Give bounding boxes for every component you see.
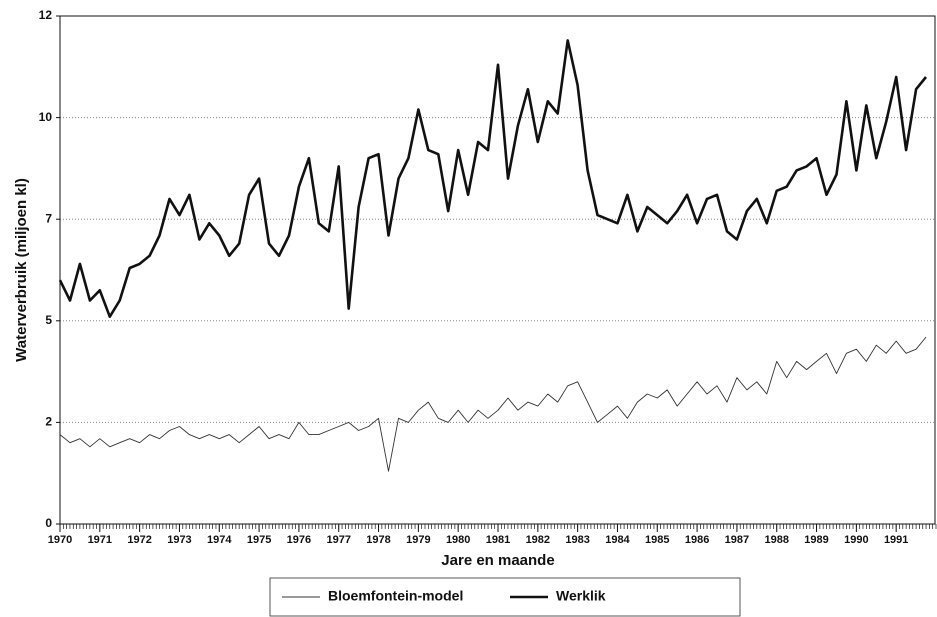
x-tick-label: 1984 (605, 534, 630, 546)
x-tick-label: 1979 (406, 534, 430, 546)
x-tick-label: 1982 (526, 534, 550, 546)
x-tick-label: 1971 (88, 534, 112, 546)
legend-label: Werklik (556, 588, 606, 604)
x-tick-label: 1980 (446, 534, 470, 546)
x-tick-label: 1972 (127, 534, 151, 546)
y-tick-label: 2 (45, 415, 52, 429)
x-tick-label: 1988 (764, 534, 788, 546)
y-tick-label: 5 (45, 313, 52, 327)
x-tick-label: 1975 (247, 534, 271, 546)
data-line (59, 336, 927, 472)
x-tick-label: 1976 (287, 534, 311, 546)
x-tick-label: 1989 (804, 534, 828, 546)
plot-frame (59, 15, 936, 525)
y-tick-label: 10 (39, 110, 53, 124)
x-tick-label: 1983 (565, 534, 589, 546)
y-tick-label: 7 (45, 211, 52, 225)
x-tick-label: 1985 (645, 534, 669, 546)
legend-box (269, 577, 741, 617)
y-tick-label: 0 (45, 516, 52, 530)
y-tick-label: 12 (39, 8, 53, 22)
x-tick-label: 1990 (844, 534, 868, 546)
x-tick-label: 1991 (884, 534, 908, 546)
x-tick-label: 1974 (207, 534, 232, 546)
data-line (58, 39, 928, 318)
y-axis-label: Waterverbruik (miljoen kl) (13, 178, 30, 362)
x-tick-label: 1977 (326, 534, 350, 546)
x-tick-label: 1978 (366, 534, 390, 546)
legend-label: Bloemfontein-model (328, 588, 463, 604)
x-tick-label: 1973 (167, 534, 191, 546)
x-tick-label: 1970 (48, 534, 72, 546)
x-tick-label: 1986 (685, 534, 709, 546)
x-tick-label: 1981 (486, 534, 510, 546)
x-axis-label: Jare en maande (441, 552, 554, 569)
x-tick-label: 1987 (725, 534, 749, 546)
